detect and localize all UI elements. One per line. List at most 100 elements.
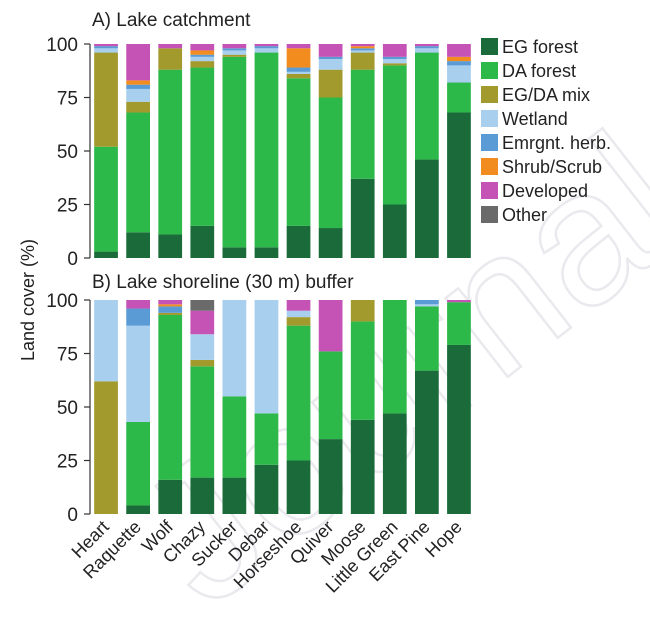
bar-segment-emrgnt-herb-	[382, 56, 407, 59]
bar-raquette	[126, 44, 150, 258]
bar-segment-wetland	[286, 310, 311, 318]
bar-quiver	[318, 300, 343, 514]
y-axis-label: Land cover (%)	[18, 239, 38, 361]
bar-segment-da-forest	[190, 67, 215, 226]
bar-segment-da-forest	[350, 321, 375, 420]
legend: EG forest DA forest EG/DA mix Wetland Emrgnt…	[481, 37, 611, 225]
legend-label: Wetland	[502, 109, 568, 129]
bar-sucker	[222, 44, 247, 258]
panel-a: A) Lake catchment 0 25 50 75 100	[46, 10, 471, 270]
bar-heart	[94, 300, 118, 514]
bar-segment-emrgnt-herb-	[254, 46, 279, 49]
legend-label: Other	[502, 205, 547, 225]
bar-segment-developed	[447, 300, 471, 303]
bar-segment-eg-forest	[318, 439, 343, 514]
bar-segment-wetland	[415, 48, 439, 53]
bar-segment-eg-da-mix	[222, 54, 247, 57]
bar-wolf	[158, 44, 183, 258]
bar-segment-da-forest	[254, 413, 279, 465]
bar-segment-shrub-scrub	[350, 46, 375, 49]
bar-segment-emrgnt-herb-	[350, 48, 375, 51]
bar-segment-wetland	[382, 58, 407, 64]
bar-segment-eg-forest	[190, 225, 215, 258]
panel-b: B) Lake shoreline (30 m) buffer 0 25 50 75 10…	[46, 272, 471, 526]
panel-title: B) Lake shoreline (30 m) buffer	[92, 272, 354, 293]
bar-segment-eg-forest	[415, 370, 439, 514]
legend-swatch	[481, 110, 498, 127]
bar-segment-eg-forest	[447, 112, 471, 258]
bar-segment-da-forest	[222, 56, 247, 248]
bar-heart	[94, 44, 118, 258]
legend-swatch	[481, 158, 498, 175]
bar-segment-shrub-scrub	[447, 56, 471, 62]
bar-debar	[254, 44, 279, 258]
legend-item: EG/DA mix	[481, 85, 590, 105]
bar-segment-da-forest	[158, 69, 183, 235]
bar-segment-eg-da-mix	[158, 312, 183, 315]
bar-segment-da-forest	[222, 396, 247, 478]
bar-segment-wetland	[190, 56, 215, 62]
y-tick-label: 100	[46, 291, 78, 312]
bar-wolf	[158, 300, 183, 514]
bar-segment-shrub-scrub	[190, 50, 215, 55]
bar-segment-other	[190, 300, 215, 311]
bar-segment-eg-da-mix	[286, 73, 311, 79]
bar-segment-eg-da-mix	[94, 381, 118, 514]
bar-segment-da-forest	[318, 97, 343, 229]
bar-segment-eg-da-mix	[126, 101, 150, 113]
bar-segment-wetland	[415, 304, 439, 307]
y-tick-label: 75	[57, 89, 78, 110]
bar-segment-eg-da-mix	[350, 300, 375, 322]
bar-segment-eg-forest	[318, 228, 343, 258]
bar-segment-developed	[415, 44, 439, 47]
legend-swatch	[481, 206, 498, 223]
bar-segment-wetland	[222, 300, 247, 397]
legend-item: Emrgnt. herb.	[481, 133, 611, 153]
bar-segment-eg-da-mix	[190, 359, 215, 367]
bar-segment-wetland	[447, 65, 471, 83]
bar-segment-wetland	[126, 88, 150, 102]
bar-segment-eg-forest	[350, 419, 375, 514]
bar-segment-developed	[254, 44, 279, 47]
y-tick-label: 50	[57, 142, 78, 163]
bar-segment-da-forest	[318, 351, 343, 440]
bar-segment-eg-forest	[286, 225, 311, 258]
bar-segment-emrgnt-herb-	[94, 46, 118, 49]
bar-segment-eg-forest	[382, 413, 407, 514]
bar-segment-eg-forest	[286, 460, 311, 514]
category-label: Hope	[421, 517, 466, 562]
bar-segment-emrgnt-herb-	[415, 300, 439, 305]
bar-segment-wetland	[222, 50, 247, 55]
bar-segment-eg-da-mix	[190, 61, 215, 68]
bar-segment-wetland	[318, 58, 343, 70]
bar-segment-wetland	[286, 71, 311, 74]
bar-segment-eg-forest	[94, 251, 118, 258]
legend-item: Wetland	[481, 109, 568, 129]
bar-segment-eg-forest	[158, 234, 183, 258]
legend-swatch	[481, 62, 498, 79]
bar-segment-developed	[382, 44, 407, 57]
legend-swatch	[481, 134, 498, 151]
legend-label: Developed	[502, 181, 588, 201]
bar-segment-wetland	[190, 334, 215, 360]
bar-little-green	[382, 300, 407, 514]
bar-segment-da-forest	[286, 325, 311, 461]
legend-item: Shrub/Scrub	[481, 157, 602, 177]
bar-segment-emrgnt-herb-	[415, 46, 439, 49]
bar-segment-da-forest	[382, 65, 407, 205]
bar-segment-eg-forest	[222, 247, 247, 258]
bar-segment-eg-da-mix	[350, 52, 375, 70]
panel-title: A) Lake catchment	[92, 10, 251, 31]
bar-segment-eg-da-mix	[382, 63, 407, 66]
bar-chazy	[190, 44, 215, 258]
bar-segment-developed	[350, 44, 375, 47]
bar-debar	[254, 300, 279, 514]
bar-segment-shrub-scrub	[286, 48, 311, 68]
bar-segment-eg-da-mix	[318, 69, 343, 98]
legend-label: EG/DA mix	[502, 85, 590, 105]
bar-segment-eg-forest	[254, 464, 279, 514]
bar-segment-wetland	[94, 48, 118, 53]
legend-item: Developed	[481, 181, 588, 201]
bar-horseshoe	[286, 300, 311, 514]
bar-segment-emrgnt-herb-	[158, 306, 183, 313]
